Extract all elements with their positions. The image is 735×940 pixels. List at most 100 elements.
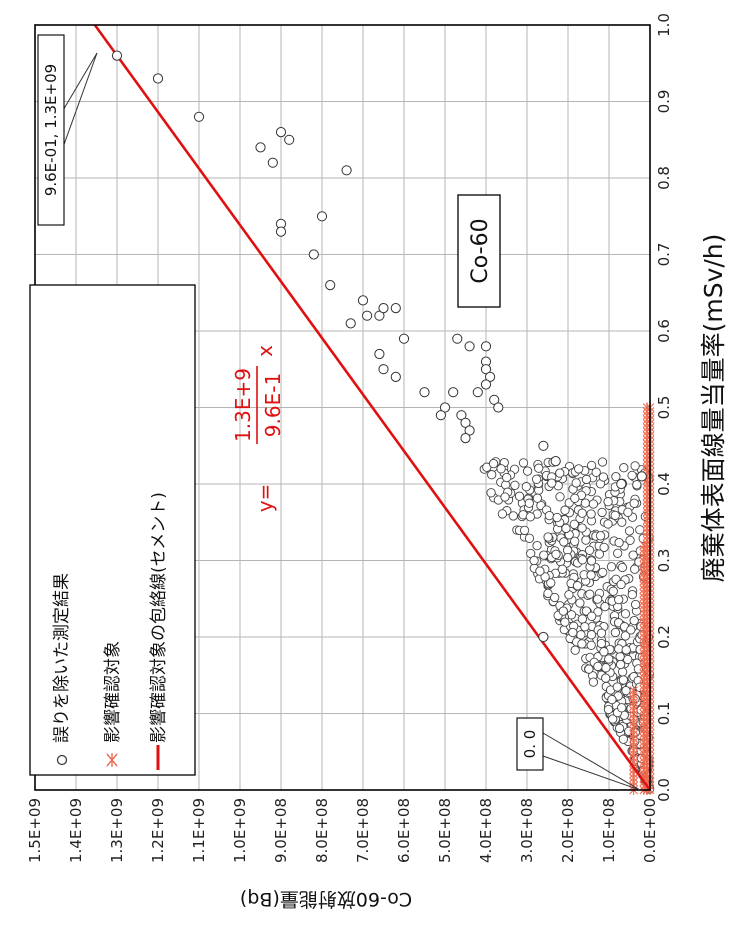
data-point-measured [518,458,529,468]
equation-prefix: y= [253,484,277,513]
data-point-measured [488,458,499,469]
x-tick-label: 1.0 [655,13,673,37]
data-point-measured [570,645,580,655]
data-point-measured [570,493,580,503]
data-point-measured [628,550,638,560]
data-point-measured [255,142,266,153]
data-point-measured [577,508,587,518]
data-point-measured [594,549,605,559]
data-point-measured [569,519,579,529]
data-point-measured [606,562,617,572]
data-point-measured [635,525,645,535]
y-tick-label: 2.0E+08 [559,798,577,863]
data-point-measured [617,703,627,713]
data-point-measured [584,545,595,555]
annotation-origin-leader [542,755,641,791]
data-point-measured [619,463,629,473]
equation-numerator: 1.3E+9 [231,368,255,442]
x-tick-label: 0.2 [655,625,673,649]
data-point-measured [584,664,594,674]
data-point-measured [374,348,385,360]
data-point-measured [607,694,617,705]
data-point-measured [502,472,512,483]
y-tick-label: 1.0E+08 [600,798,618,863]
data-point-measured [514,491,525,501]
data-point-measured [623,507,633,517]
data-point-measured [574,464,584,474]
envelope-line [93,24,652,791]
data-point-measured [586,460,597,471]
data-point-measured [608,714,618,724]
data-point-measured [480,379,492,390]
data-point-measured [625,535,635,545]
data-point-measured [493,402,504,413]
data-point-measured [480,364,492,375]
data-point-measured [586,509,596,519]
data-point-measured [630,461,640,471]
data-point-measured [532,493,543,503]
data-point-measured [316,211,328,222]
data-point-measured [598,567,608,578]
data-point-measured [496,464,506,474]
data-layer [93,24,655,795]
data-point-measured [601,663,611,673]
data-point-measured [275,127,287,138]
data-point-measured [577,555,588,565]
data-point-measured [489,394,500,405]
data-point-measured [612,682,622,692]
data-point-measured [586,556,597,566]
x-tick-label: 0.8 [655,166,673,190]
data-point-measured [617,562,628,573]
data-point-measured [586,630,597,640]
data-point-measured [636,471,647,482]
x-tick-label: 0.4 [655,472,673,496]
data-point-measured [610,627,621,638]
data-point-measured [626,625,636,635]
data-point-measured [570,536,580,546]
data-point-measured [599,542,609,553]
data-point-measured [345,318,356,329]
data-point-measured [600,601,610,612]
data-point-measured [552,512,562,523]
y-tick-label: 1.1E+09 [190,798,208,863]
data-point-measured [535,566,545,576]
data-point-measured [630,693,640,704]
equation-denominator: 9.6E-1 [261,373,285,437]
data-point-measured [603,497,613,507]
data-point-measured [550,456,561,467]
data-point-measured [598,472,609,482]
data-point-measured [325,280,336,291]
data-point-measured [560,617,570,627]
data-point-measured [603,519,613,529]
data-point-measured [620,609,631,619]
data-point-measured [563,552,573,563]
y-tick-label: 7.0E+08 [354,798,372,863]
data-point-measured [599,647,609,657]
data-point-measured [614,723,625,734]
data-point-measured [575,598,585,608]
data-point-measured [632,480,642,490]
y-tick-label: 1.5E+09 [26,798,44,863]
data-point-measured [611,471,621,482]
data-point-measured [193,111,205,122]
data-point-measured [531,474,542,484]
data-point-measured [561,523,571,534]
y-tick-label: 1.4E+09 [67,798,85,863]
isotope-label-frame [457,194,501,308]
data-point-measured [362,310,373,321]
data-point-measured [627,470,637,481]
data-point-measured [603,704,614,715]
data-point-measured [558,606,568,616]
data-point-measured [624,526,635,536]
data-point-measured [522,466,533,476]
data-point-measured [595,531,606,541]
data-point-measured [613,548,623,558]
y-tick-label: 3.0E+08 [518,798,536,863]
data-point-measured [585,589,595,599]
data-point-measured [604,654,614,664]
data-point-measured [577,523,587,533]
data-point-measured [152,73,164,84]
y-tick-label: 8.0E+08 [313,798,331,863]
data-point-measured [597,457,608,467]
data-point-measured [596,638,607,649]
